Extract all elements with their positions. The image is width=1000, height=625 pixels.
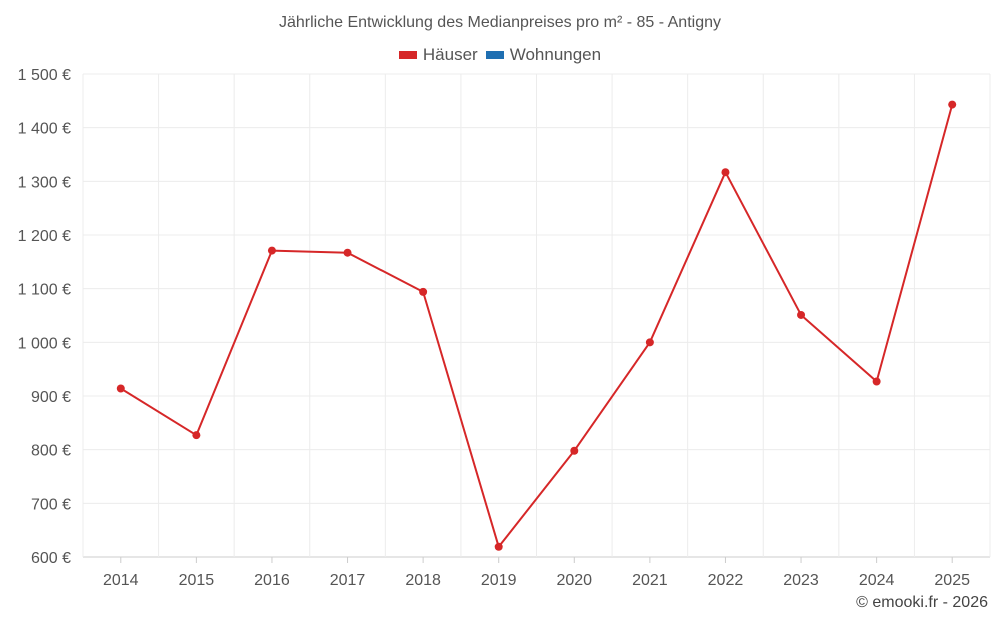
y-tick-label: 1 200 € — [18, 228, 71, 245]
y-tick-label: 1 500 € — [18, 67, 71, 84]
legend-label-haeuser: Häuser — [422, 45, 478, 64]
data-point[interactable] — [948, 100, 957, 109]
legend-swatch-haeuser — [398, 51, 417, 59]
y-tick-label: 1 400 € — [18, 121, 71, 138]
data-point[interactable] — [116, 384, 125, 393]
grid-layer — [82, 73, 991, 558]
legend-item-haeuser[interactable]: Häuser — [398, 45, 478, 65]
series-line-haeuser — [120, 104, 954, 548]
data-point[interactable] — [192, 431, 201, 440]
x-tick-label: 2019 — [481, 572, 517, 589]
copyright-text: © emooki.fr - 2026 — [856, 594, 988, 611]
legend-label-wohnungen: Wohnungen — [509, 45, 602, 64]
data-point[interactable] — [797, 310, 806, 319]
x-tick-label: 2016 — [254, 572, 290, 589]
x-tick-label: 2024 — [859, 572, 895, 589]
x-tick-label: 2014 — [103, 572, 139, 589]
data-point[interactable] — [645, 338, 654, 347]
x-tick-label: 2017 — [330, 572, 366, 589]
legend: Häuser Wohnungen — [0, 45, 1000, 65]
x-tick-label: 2021 — [632, 572, 668, 589]
x-tick-label: 2023 — [783, 572, 819, 589]
axis-layer: 600 € 700 € 800 € 900 € 1 000 € 1 100 € 1 200 … — [18, 67, 970, 589]
data-point[interactable] — [419, 287, 428, 296]
x-tick-label: 2018 — [405, 572, 441, 589]
data-point[interactable] — [570, 446, 579, 455]
data-point[interactable] — [343, 248, 352, 257]
series-layer — [116, 100, 957, 551]
data-point[interactable] — [721, 168, 730, 177]
y-tick-label: 800 € — [31, 443, 71, 460]
x-tick-label: 2025 — [934, 572, 970, 589]
x-tick-label: 2022 — [708, 572, 744, 589]
x-tick-label: 2015 — [179, 572, 215, 589]
y-tick-label: 1 100 € — [18, 282, 71, 299]
data-point[interactable] — [872, 377, 881, 386]
data-point[interactable] — [494, 542, 503, 551]
x-tick-label: 2020 — [556, 572, 592, 589]
y-tick-label: 700 € — [31, 496, 71, 513]
legend-swatch-wohnungen — [485, 51, 504, 59]
y-tick-label: 1 300 € — [18, 174, 71, 191]
y-tick-label: 1 000 € — [18, 335, 71, 352]
chart-title: Jährliche Entwicklung des Medianpreises … — [279, 14, 721, 31]
legend-item-wohnungen[interactable]: Wohnungen — [485, 45, 602, 65]
y-tick-label: 900 € — [31, 389, 71, 406]
data-point[interactable] — [267, 246, 276, 255]
y-tick-label: 600 € — [31, 550, 71, 567]
